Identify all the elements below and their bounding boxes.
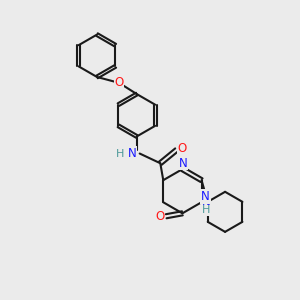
Text: O: O: [115, 76, 124, 89]
Text: N: N: [128, 147, 137, 160]
Text: O: O: [155, 210, 164, 223]
Text: N: N: [202, 196, 210, 209]
Text: N: N: [200, 190, 209, 203]
Text: H: H: [202, 205, 210, 215]
Text: H: H: [116, 148, 125, 158]
Text: N: N: [178, 157, 188, 170]
Text: O: O: [178, 142, 187, 155]
